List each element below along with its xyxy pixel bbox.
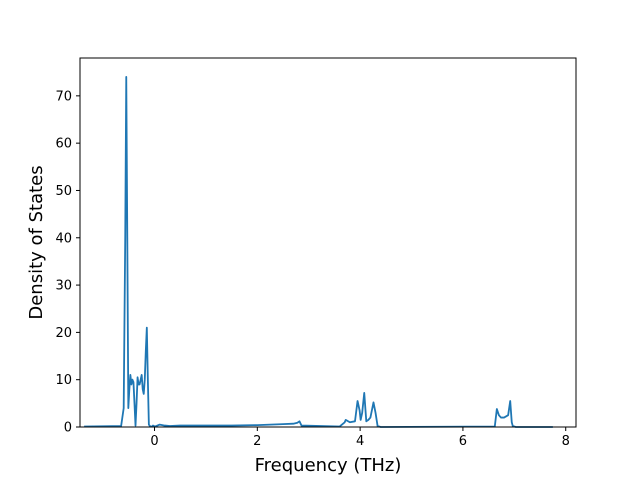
plot-area (84, 76, 553, 428)
dos-series-line (84, 76, 553, 428)
y-tick-label: 30 (55, 279, 72, 294)
x-tick-label: 6 (459, 434, 467, 449)
x-axis-label: Frequency (THz) (255, 455, 402, 476)
x-tick-label: 0 (150, 434, 158, 449)
x-tick-label: 2 (253, 434, 261, 449)
x-tick-label: 8 (562, 434, 570, 449)
y-tick-label: 10 (55, 373, 72, 388)
x-tick-label: 4 (356, 434, 364, 449)
plot-frame (79, 57, 577, 428)
y-tick-label: 50 (55, 184, 72, 199)
y-axis-label: Density of States (26, 165, 47, 319)
y-tick-label: 70 (55, 89, 72, 104)
y-axis-ticks: 0 10 20 30 40 50 60 70 (55, 89, 80, 436)
y-tick-label: 60 (55, 137, 72, 152)
y-tick-label: 20 (55, 326, 72, 341)
y-tick-label: 40 (55, 231, 72, 246)
x-axis-ticks: 0 2 4 6 8 (150, 427, 570, 449)
y-tick-label: 0 (64, 421, 72, 436)
